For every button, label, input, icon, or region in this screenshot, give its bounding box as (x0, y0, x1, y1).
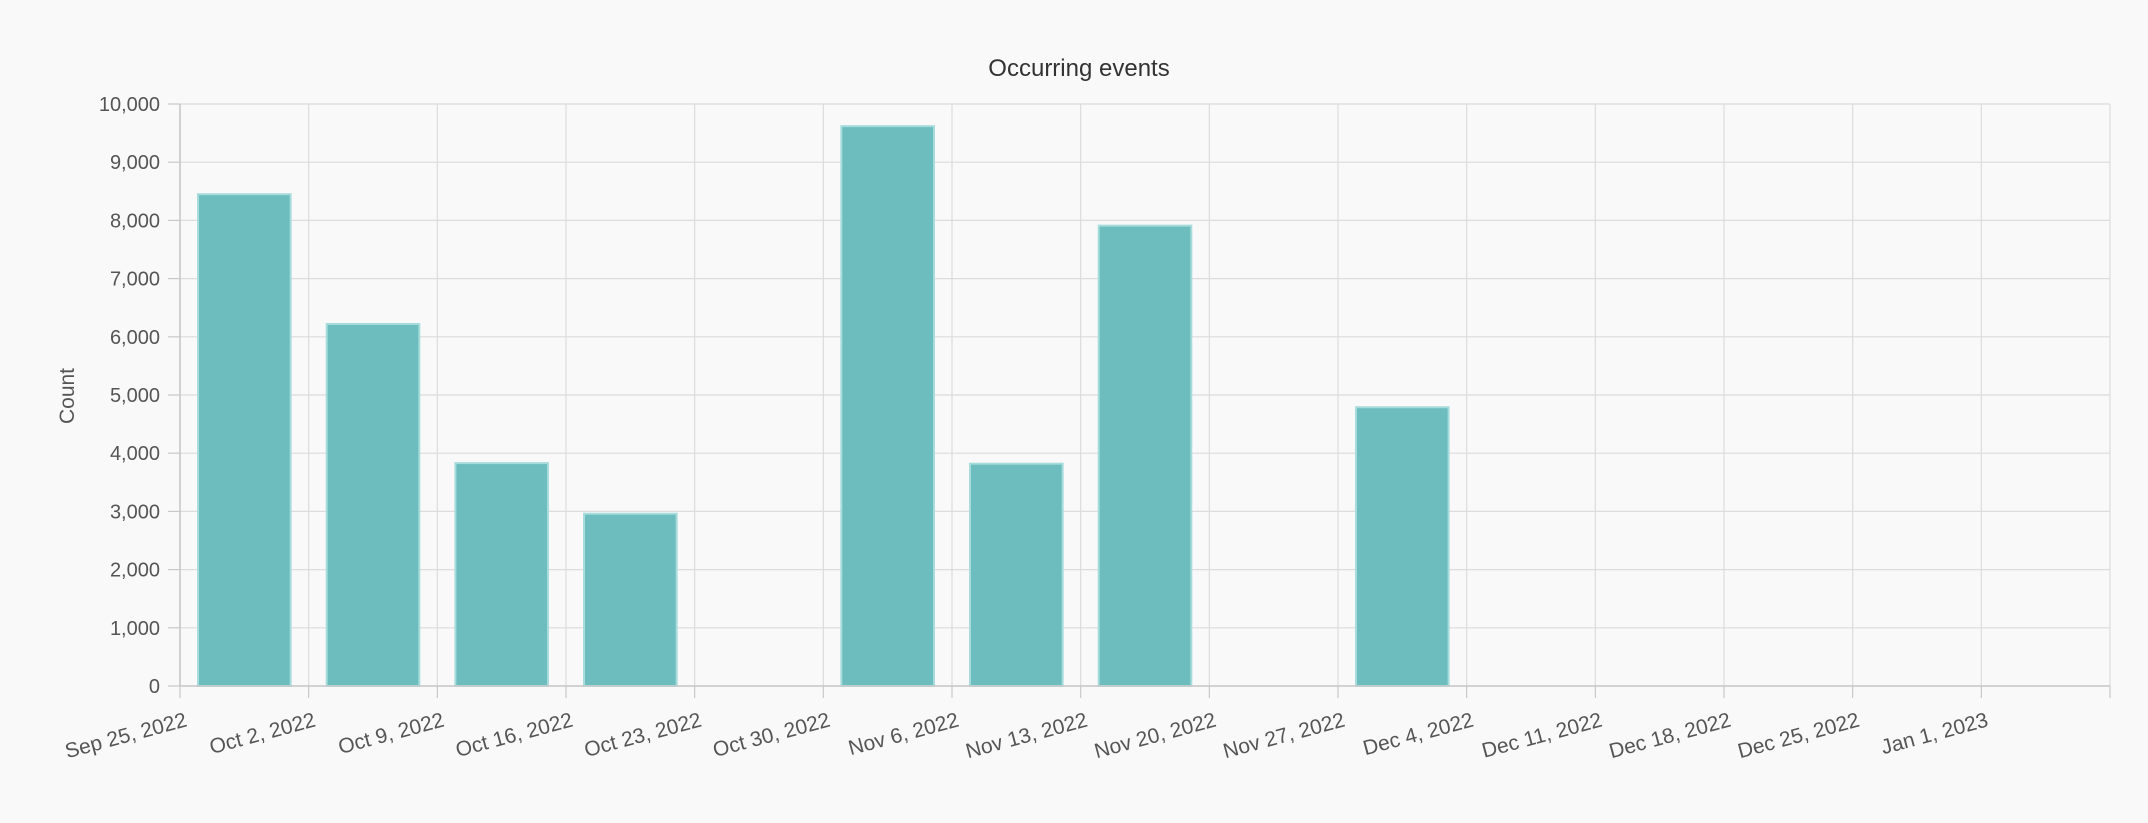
y-tick-label: 2,000 (110, 560, 160, 582)
bar[interactable] (969, 462, 1064, 687)
bar[interactable] (840, 125, 935, 687)
y-tick-label: 0 (149, 676, 160, 698)
y-tick-label: 5,000 (110, 385, 160, 407)
axes (168, 103, 2111, 698)
y-tick-label: 10,000 (99, 94, 160, 116)
bar[interactable] (583, 512, 678, 688)
y-tick-label: 4,000 (110, 443, 160, 465)
y-tick-labels: 0 1,000 2,000 3,000 4,000 5,000 6,000 7,000 8,00… (99, 94, 160, 698)
y-tick-label: 6,000 (110, 327, 160, 349)
bar[interactable] (1097, 224, 1193, 687)
bar[interactable] (1355, 406, 1450, 687)
bar[interactable] (454, 462, 549, 687)
y-tick-label: 7,000 (110, 269, 160, 291)
y-tick-label: 3,000 (110, 501, 160, 523)
y-tick-label: 9,000 (110, 152, 160, 174)
bar[interactable] (197, 193, 292, 688)
y-tick-label: 1,000 (110, 618, 160, 640)
chart-title: Occurring events (988, 55, 1169, 82)
y-tick-label: 8,000 (110, 210, 160, 232)
y-axis-label: Count (56, 368, 79, 424)
bars (197, 125, 1450, 688)
bar[interactable] (325, 322, 421, 687)
